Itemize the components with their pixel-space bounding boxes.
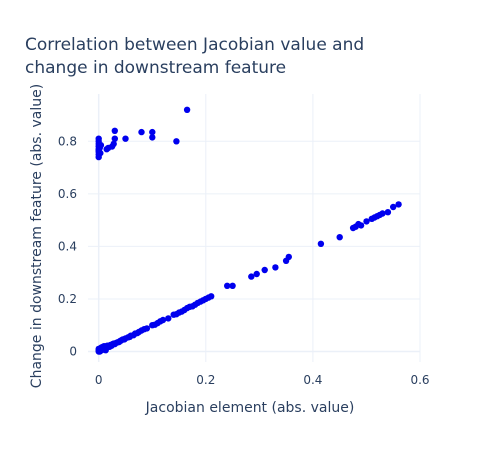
scatter-point bbox=[395, 201, 402, 208]
scatter-point bbox=[138, 128, 145, 136]
x-tick-label: 0.6 bbox=[410, 373, 429, 387]
scatter-point bbox=[390, 203, 397, 211]
scatter-point bbox=[97, 149, 104, 157]
scatter-point bbox=[317, 240, 325, 247]
x-tick-label: 0 bbox=[95, 373, 103, 387]
y-tick-label: 0.8 bbox=[58, 134, 77, 148]
scatter-point bbox=[384, 209, 392, 216]
scatter-point bbox=[248, 273, 255, 280]
scatter-point bbox=[285, 253, 292, 261]
scatter-point bbox=[149, 128, 156, 136]
scatter-point bbox=[97, 142, 105, 149]
scatter-point bbox=[183, 106, 191, 114]
scatter-point bbox=[95, 135, 102, 142]
chart-title-line-2: change in downstream feature bbox=[25, 58, 286, 78]
scatter-point bbox=[111, 127, 119, 134]
chart-title: Correlation between Jacobian value and c… bbox=[25, 35, 364, 78]
scatter-point bbox=[363, 218, 370, 225]
y-tick-label: 0.6 bbox=[58, 187, 77, 201]
scatter-point bbox=[357, 222, 365, 229]
scatter-point bbox=[149, 134, 156, 141]
x-tick-label: 0.4 bbox=[303, 373, 322, 387]
scatter-point bbox=[143, 325, 151, 332]
scatter-point bbox=[229, 282, 236, 289]
data-points bbox=[95, 106, 402, 355]
scatter-point bbox=[122, 135, 129, 142]
scatter-point bbox=[224, 282, 231, 289]
scatter-point bbox=[336, 234, 343, 241]
grid-lines bbox=[88, 94, 421, 362]
y-tick-label: 0.2 bbox=[58, 292, 77, 306]
scatter-point bbox=[253, 270, 260, 278]
scatter-point bbox=[173, 138, 180, 145]
scatter-point bbox=[159, 316, 167, 324]
scatter-point bbox=[110, 140, 117, 148]
scatter-point bbox=[272, 264, 279, 271]
y-axis-ticks: 0 0.2 0.4 0.6 0.8 bbox=[58, 134, 77, 358]
y-axis-label: Change in downstream feature (abs. value… bbox=[29, 84, 45, 388]
x-axis-label: Jacobian element (abs. value) bbox=[145, 400, 355, 416]
chart-title-line-1: Correlation between Jacobian value and bbox=[25, 35, 364, 55]
x-tick-label: 0.2 bbox=[196, 373, 215, 387]
scatter-point bbox=[379, 210, 386, 217]
scatter-point bbox=[261, 266, 268, 274]
scatter-point bbox=[165, 315, 172, 322]
y-tick-label: 0 bbox=[69, 344, 77, 358]
scatter-point bbox=[208, 293, 215, 300]
y-tick-label: 0.4 bbox=[58, 239, 77, 253]
scatter-point bbox=[111, 135, 119, 142]
x-axis-ticks: 0 0.2 0.4 0.6 bbox=[95, 373, 430, 387]
